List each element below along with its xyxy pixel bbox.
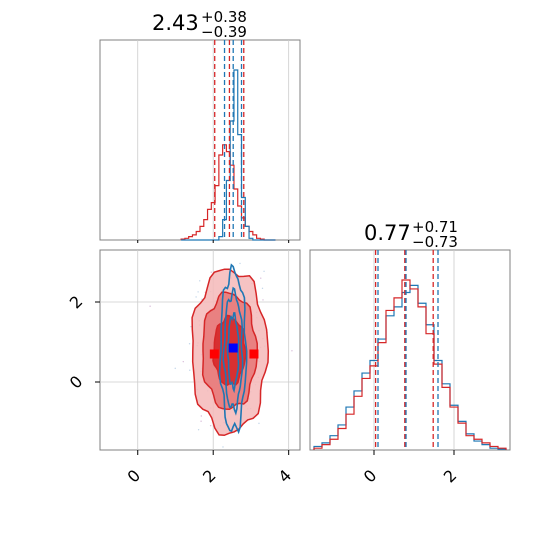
panel-hist-param1-frame <box>99 39 301 241</box>
x-tick-label: 0 <box>124 466 145 487</box>
panel-hist-param2: 0.77 +0.71 −0.73 <box>309 218 511 451</box>
title-param2-sub: −0.73 <box>412 233 458 251</box>
scatter-point <box>197 428 200 431</box>
quantile-lines <box>374 250 439 450</box>
marker-red <box>209 349 219 359</box>
scatter-point <box>263 270 265 273</box>
markers <box>209 343 259 359</box>
title-param2-sup: +0.71 <box>412 218 458 236</box>
x-tick-label: 2 <box>440 466 461 487</box>
scatter-point <box>199 280 201 282</box>
grid <box>373 250 455 450</box>
y-tick-label: 0 <box>66 372 87 393</box>
scatter-point <box>174 367 176 370</box>
scatter-point <box>189 369 191 371</box>
title-main: 2.43 <box>152 11 199 35</box>
histogram-step <box>313 279 507 450</box>
histogram-series <box>313 279 507 450</box>
scatter-point <box>258 422 260 425</box>
panel-hist-param1: 2.43 +0.38 −0.39 <box>99 8 301 241</box>
marker-blue <box>228 343 238 353</box>
blue-line-contours <box>218 263 248 435</box>
contour-blue-inner <box>226 312 240 394</box>
scatter-point <box>222 446 224 448</box>
histogram-step <box>181 69 276 241</box>
x-tick-label: 4 <box>274 466 295 487</box>
scatter-point <box>261 287 264 290</box>
scatter-point <box>190 325 192 328</box>
quantile-lines <box>214 40 245 240</box>
scatter-point <box>262 299 264 301</box>
scatter-point <box>200 420 202 422</box>
title-param2: 0.77 <box>364 221 411 245</box>
scatter-point <box>239 262 241 265</box>
title-main: 0.77 <box>364 221 411 245</box>
x-tick-label: 2 <box>199 466 220 487</box>
grid <box>137 40 290 240</box>
y-tick-label: 2 <box>66 292 87 313</box>
contour-blue-middle <box>222 286 244 416</box>
x-tick-label: 0 <box>360 466 381 487</box>
scatter-point <box>200 415 203 417</box>
panel-2d-contour <box>99 249 301 451</box>
scatter-point <box>291 350 293 352</box>
contour-blue-outer <box>218 263 248 435</box>
scatter-point <box>149 305 151 307</box>
histogram-series <box>180 69 276 241</box>
marker-red <box>249 349 259 359</box>
title-param1-sub: −0.39 <box>201 23 247 41</box>
scatter-point <box>260 277 262 279</box>
title-param1: 2.43 <box>152 11 199 35</box>
scatter-point <box>195 296 197 298</box>
title-param1-sup: +0.38 <box>201 8 247 26</box>
scatter-point <box>197 291 199 293</box>
scatter-point <box>188 343 191 345</box>
histogram-step <box>180 144 276 241</box>
scatter-point <box>209 424 212 427</box>
scatter-point <box>210 271 212 273</box>
scatter-point <box>182 360 184 363</box>
